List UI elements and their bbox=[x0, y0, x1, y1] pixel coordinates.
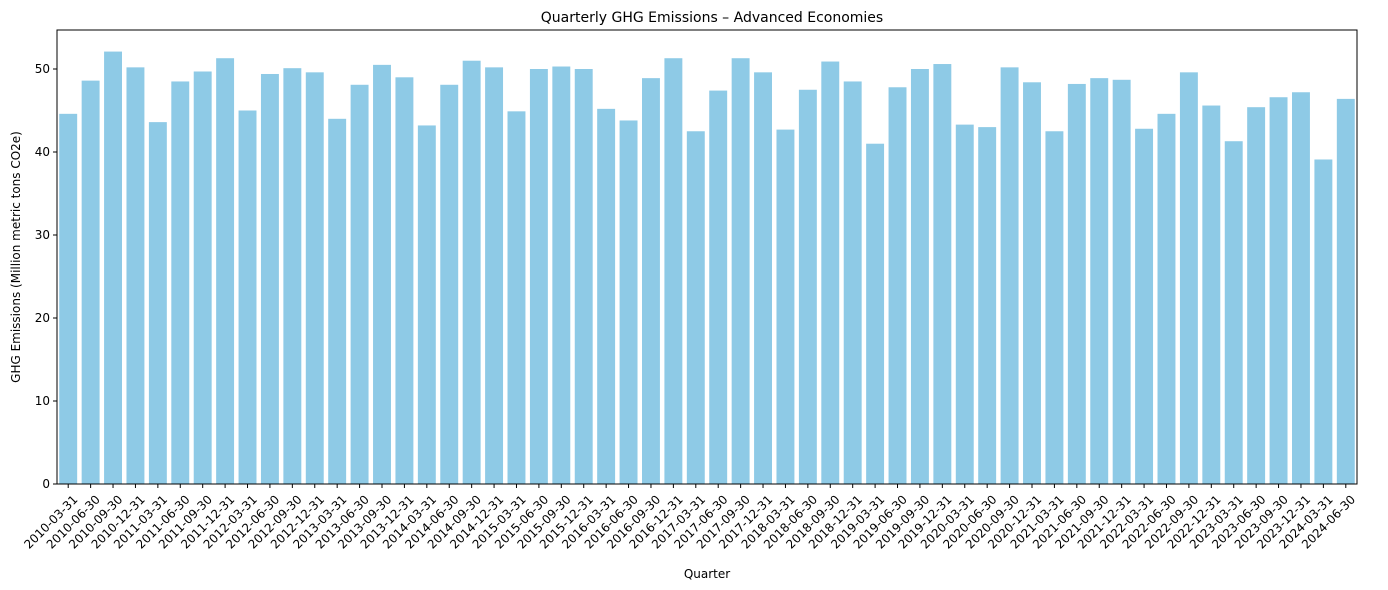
bar-2022-12-31 bbox=[1202, 105, 1221, 485]
y-tick-label: 0 bbox=[42, 477, 50, 491]
bar-2014-06-30 bbox=[440, 84, 459, 484]
bar-2014-03-31 bbox=[417, 125, 436, 484]
y-tick-label: 10 bbox=[35, 394, 50, 408]
bar-2016-09-30 bbox=[642, 78, 660, 484]
bar-2011-03-31 bbox=[148, 122, 167, 485]
bar-2024-03-31 bbox=[1314, 159, 1333, 484]
bar-2022-06-30 bbox=[1157, 113, 1176, 484]
bar-2022-09-30 bbox=[1179, 72, 1198, 484]
bar-2015-06-30 bbox=[529, 69, 548, 484]
bar-2024-06-30 bbox=[1336, 98, 1355, 484]
bar-2019-06-30 bbox=[888, 87, 907, 484]
bar-2021-03-31 bbox=[1045, 131, 1064, 485]
bar-2013-09-30 bbox=[373, 64, 391, 485]
bar-2011-12-31 bbox=[216, 58, 235, 484]
x-axis-label: Quarter bbox=[684, 567, 730, 581]
bars-group bbox=[59, 51, 1355, 485]
y-axis-label: GHG Emissions (Million metric tons CO2e) bbox=[9, 131, 23, 383]
bar-2023-12-31 bbox=[1292, 92, 1310, 484]
bar-2011-09-30 bbox=[193, 71, 212, 484]
bar-2010-06-30 bbox=[81, 80, 100, 485]
bar-2017-03-31 bbox=[686, 131, 705, 485]
y-tick-label: 20 bbox=[35, 311, 50, 325]
bar-2021-12-31 bbox=[1112, 79, 1131, 485]
bar-2023-03-31 bbox=[1224, 141, 1243, 485]
bar-2012-03-31 bbox=[238, 110, 257, 484]
bar-2010-12-31 bbox=[126, 67, 145, 484]
x-axis: 2010-03-312010-06-302010-09-302010-12-31… bbox=[21, 484, 1358, 552]
bar-2011-06-30 bbox=[171, 81, 190, 485]
bar-2017-06-30 bbox=[709, 90, 728, 484]
bar-2017-12-31 bbox=[754, 72, 772, 484]
bar-2023-09-30 bbox=[1269, 97, 1288, 484]
bar-2013-03-31 bbox=[328, 118, 347, 484]
bar-2012-06-30 bbox=[260, 73, 279, 485]
bar-2014-09-30 bbox=[462, 60, 481, 485]
bar-2016-12-31 bbox=[664, 58, 683, 484]
bar-2015-03-31 bbox=[507, 111, 526, 485]
bar-2021-06-30 bbox=[1067, 83, 1086, 484]
bar-2019-09-30 bbox=[910, 69, 929, 484]
bar-2018-12-31 bbox=[843, 81, 862, 485]
bar-2013-12-31 bbox=[395, 77, 414, 484]
bar-2012-12-31 bbox=[305, 72, 324, 484]
bar-2020-06-30 bbox=[978, 127, 997, 485]
bar-2018-06-30 bbox=[798, 89, 817, 485]
y-tick-label: 50 bbox=[35, 62, 50, 76]
bar-2017-09-30 bbox=[731, 58, 750, 484]
bar-2020-09-30 bbox=[1000, 67, 1019, 484]
bar-2019-03-31 bbox=[866, 143, 885, 484]
bar-2022-03-31 bbox=[1135, 128, 1154, 484]
y-axis: 0 10 20 30 40 50 bbox=[35, 62, 57, 491]
chart-title: Quarterly GHG Emissions – Advanced Econo… bbox=[541, 10, 883, 26]
bar-2018-03-31 bbox=[776, 129, 795, 484]
bar-2019-12-31 bbox=[933, 64, 952, 485]
bar-2016-03-31 bbox=[597, 108, 616, 484]
bar-2013-06-30 bbox=[350, 84, 369, 484]
bar-2015-12-31 bbox=[574, 69, 593, 484]
bar-2020-12-31 bbox=[1023, 82, 1041, 484]
bar-2010-09-30 bbox=[104, 51, 122, 484]
y-tick-label: 30 bbox=[35, 228, 50, 242]
bar-2014-12-31 bbox=[485, 67, 504, 484]
bar-2023-06-30 bbox=[1247, 107, 1266, 485]
plot-frame bbox=[56, 29, 1358, 485]
bar-2020-03-31 bbox=[955, 124, 974, 484]
bar-2021-09-30 bbox=[1090, 78, 1109, 484]
bar-2016-06-30 bbox=[619, 120, 638, 484]
bar-2015-09-30 bbox=[552, 66, 571, 484]
y-tick-label: 40 bbox=[35, 145, 50, 159]
bar-2012-09-30 bbox=[283, 68, 302, 484]
bar-2018-09-30 bbox=[821, 61, 840, 484]
bar-2010-03-31 bbox=[59, 113, 78, 484]
